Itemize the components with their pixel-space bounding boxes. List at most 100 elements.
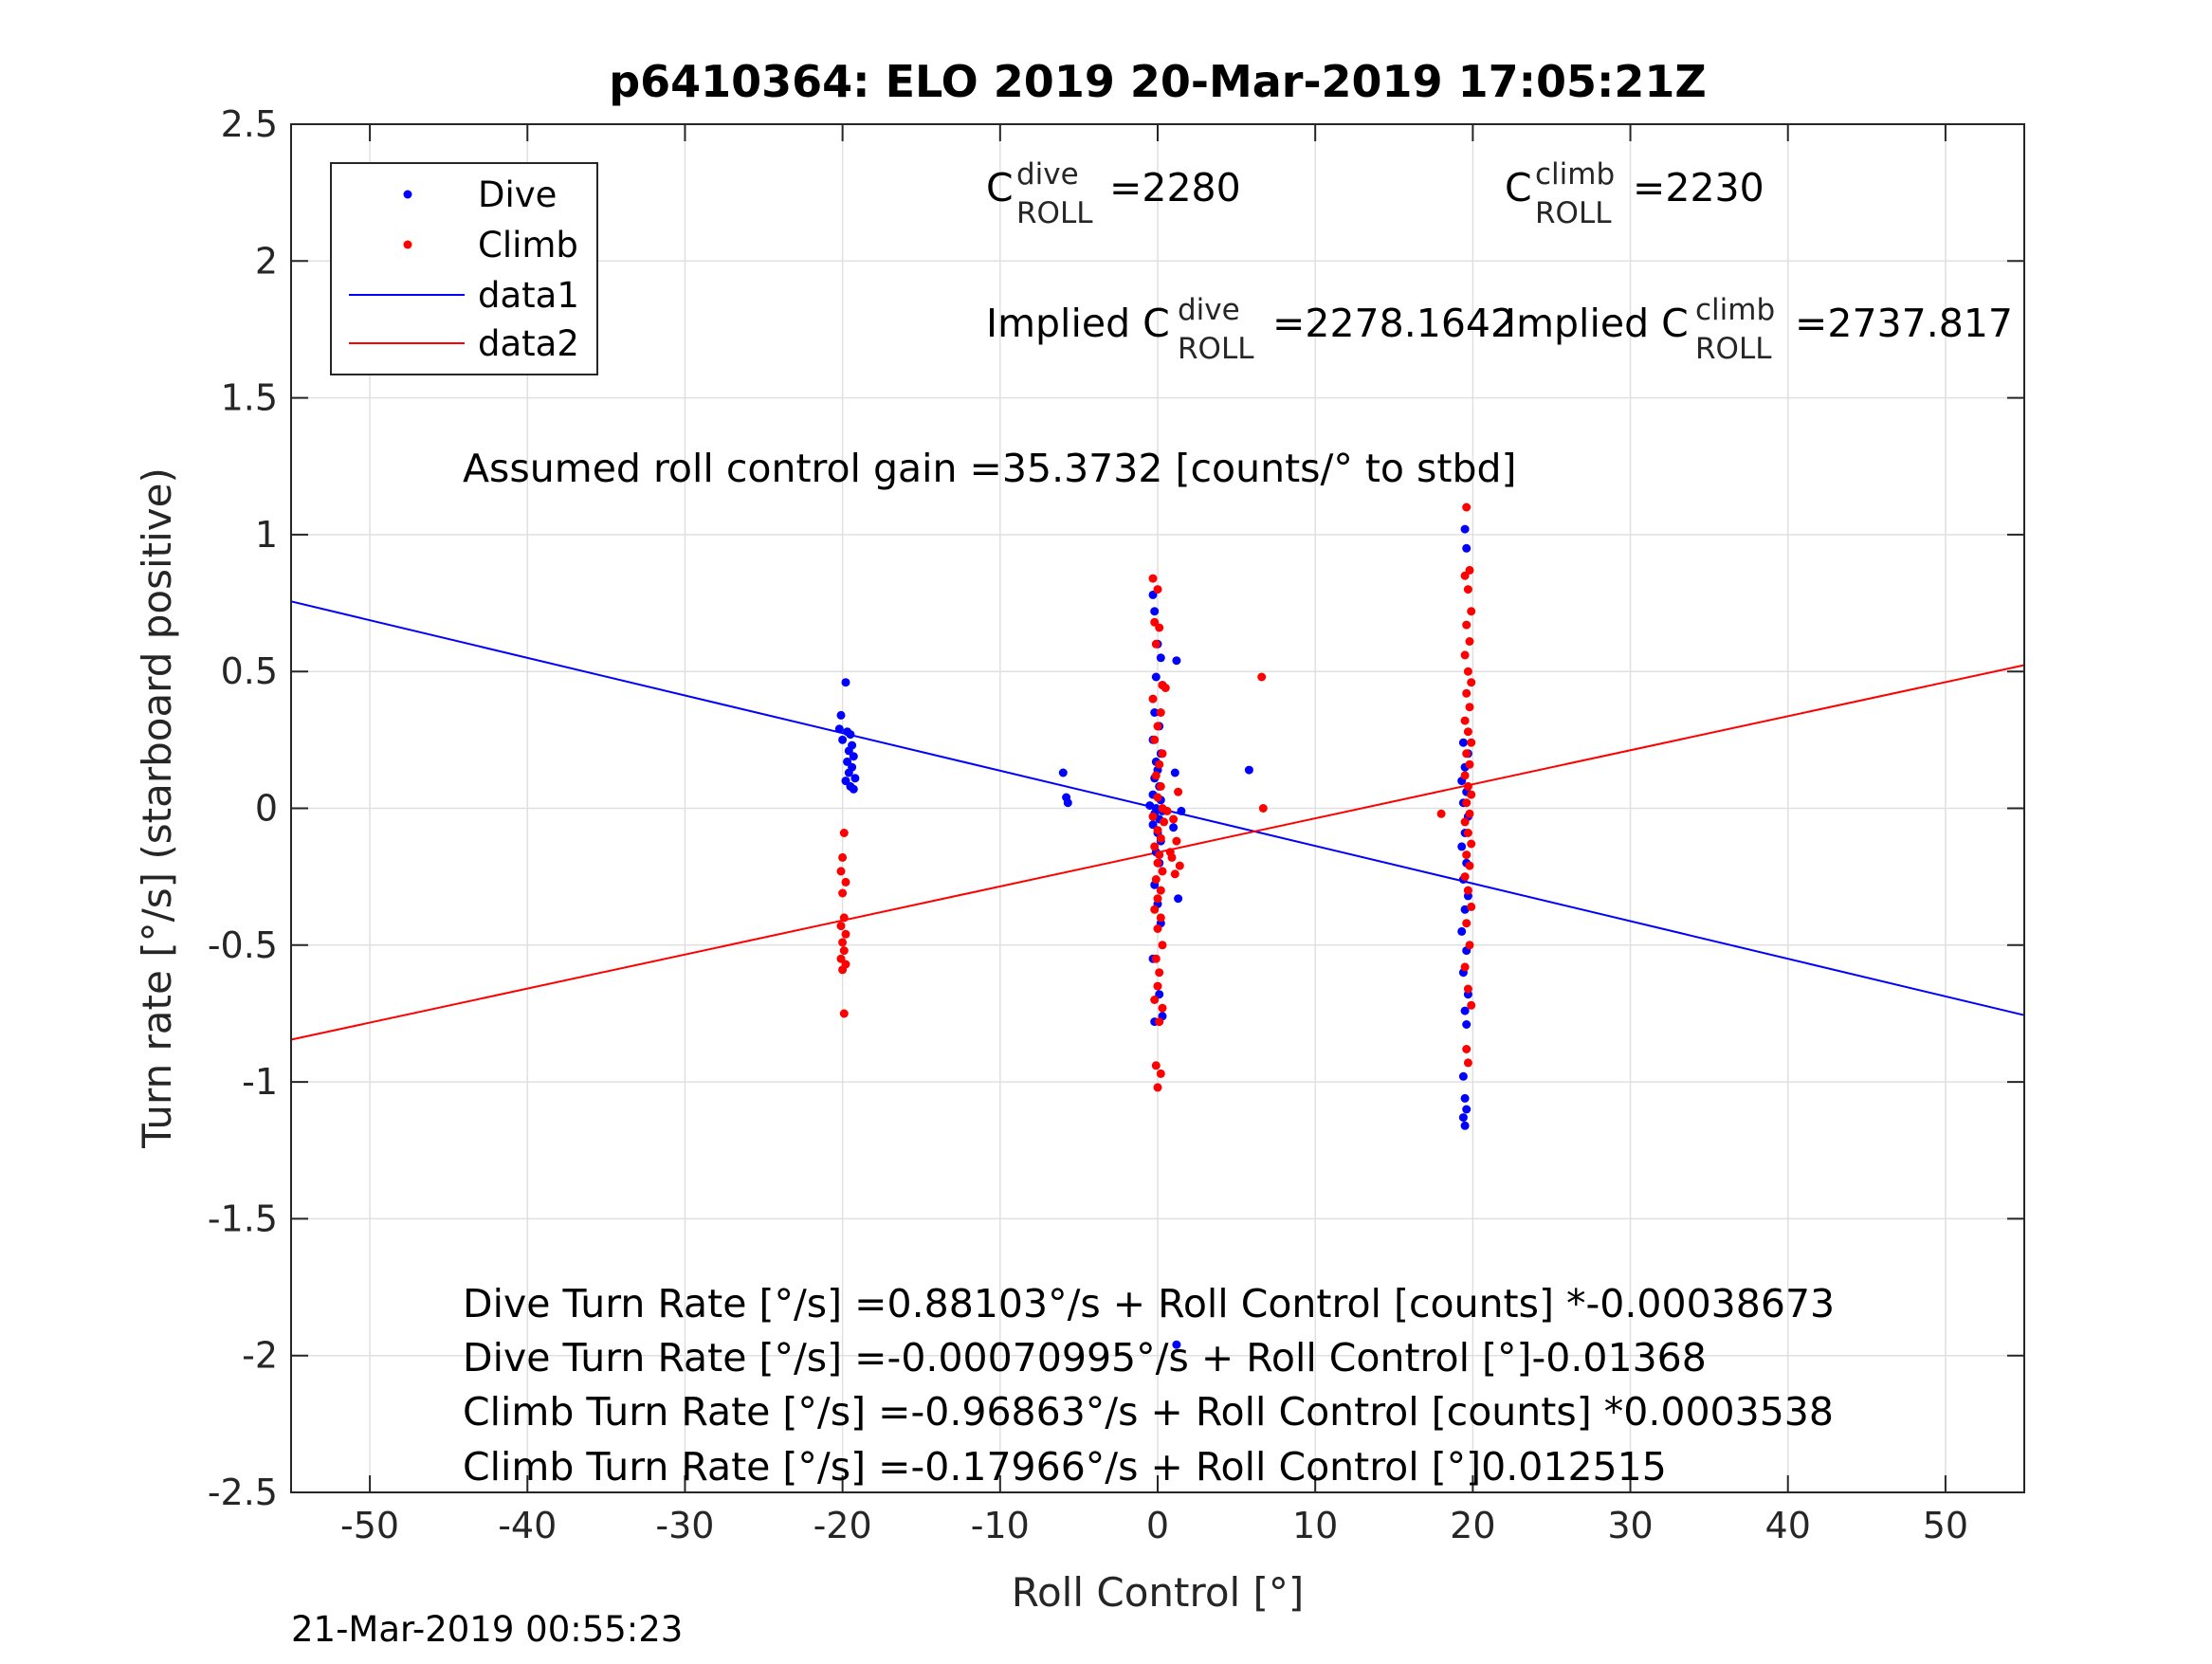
- dive-point: [841, 678, 850, 687]
- climb-point: [1463, 727, 1472, 737]
- climb-point: [838, 888, 848, 898]
- climb-point: [1463, 781, 1472, 791]
- x-tick-label: -20: [814, 1505, 872, 1546]
- implied-c-roll-climb-annotation: Implied C climb ROLL =2737.817: [1505, 293, 2013, 366]
- dive-point: [1460, 524, 1470, 534]
- climb-point: [1148, 574, 1158, 583]
- climb-point: [1151, 954, 1161, 963]
- dive-point: [1177, 806, 1186, 815]
- c-climb-symbol: C: [1505, 165, 1532, 210]
- climb-point: [1156, 913, 1165, 923]
- x-tick-labels: -50 -40 -30 -20 -10 0 10 20 30 40 50: [340, 1505, 1968, 1546]
- climb-point: [1467, 738, 1476, 747]
- climb-point: [1158, 1003, 1167, 1013]
- y-tick-label: 1: [255, 514, 278, 556]
- y-tick-label: -1: [242, 1061, 278, 1103]
- implied-dive-subscript: ROLL: [1178, 332, 1254, 366]
- dive-point: [1462, 1105, 1472, 1114]
- dive-point: [838, 735, 848, 744]
- climb-point: [1460, 962, 1470, 972]
- legend-dive-marker: [403, 190, 412, 199]
- climb-point: [1153, 858, 1162, 868]
- y-tick-labels: 2.5 2 1.5 1 0.5 0 -0.5 -1 -1.5 -2 -2.5: [208, 103, 278, 1513]
- c-climb-superscript: climb: [1535, 157, 1615, 192]
- climb-point: [1465, 637, 1474, 646]
- climb-point: [1160, 817, 1169, 827]
- climb-point: [1150, 842, 1160, 851]
- dive-point: [1063, 798, 1072, 808]
- climb-point: [1465, 759, 1474, 769]
- x-tick-label: 30: [1607, 1505, 1653, 1546]
- climb-point: [1155, 968, 1164, 978]
- climb-point: [1174, 787, 1183, 796]
- implied-dive-superscript: dive: [1178, 293, 1240, 327]
- climb-point: [1258, 804, 1268, 813]
- c-dive-subscript: ROLL: [1016, 196, 1093, 230]
- x-tick-label: -40: [498, 1505, 557, 1546]
- y-tick-label: -2: [242, 1335, 278, 1377]
- climb-point: [1155, 850, 1164, 860]
- dive-point: [850, 774, 860, 783]
- climb-point: [1150, 996, 1160, 1004]
- dive-point: [1462, 1020, 1472, 1029]
- x-tick-label: 0: [1146, 1505, 1169, 1546]
- dive-point: [846, 730, 855, 740]
- climb-point: [1467, 790, 1476, 799]
- climb-point: [1151, 639, 1161, 649]
- dive-point: [1151, 672, 1161, 682]
- x-tick-label: -30: [655, 1505, 714, 1546]
- climb-point: [1467, 902, 1476, 911]
- x-tick-label: 10: [1292, 1505, 1338, 1546]
- climb-point: [1462, 503, 1472, 512]
- climb-point: [1257, 672, 1267, 682]
- x-tick-label: 50: [1923, 1505, 1968, 1546]
- legend-data2-label: data2: [478, 323, 579, 364]
- implied-climb-symbol: Implied C: [1505, 301, 1689, 346]
- legend-dive-label: Dive: [478, 174, 557, 215]
- c-dive-value: =2280: [1109, 165, 1241, 210]
- x-tick-label: -50: [340, 1505, 399, 1546]
- dive-point: [1170, 768, 1179, 777]
- x-tick-label: 40: [1765, 1505, 1811, 1546]
- climb-degrees-equation: Climb Turn Rate [°/s] =-0.17966°/s + Rol…: [463, 1444, 1667, 1490]
- x-tick-label: 20: [1450, 1505, 1495, 1546]
- climb-point: [1158, 867, 1167, 876]
- climb-point: [1156, 708, 1165, 717]
- legend-climb-marker: [403, 240, 412, 249]
- dive-point: [1457, 842, 1467, 851]
- climb-point: [1436, 809, 1446, 818]
- climb-point: [1155, 1017, 1164, 1027]
- c-dive-symbol: C: [986, 165, 1014, 210]
- legend-climb-label: Climb: [478, 225, 578, 265]
- climb-point: [1463, 886, 1472, 895]
- climb-point: [1175, 861, 1184, 870]
- climb-point: [1463, 984, 1472, 994]
- climb-point: [1155, 623, 1164, 632]
- climb-point: [1153, 1083, 1162, 1092]
- dive-point: [844, 768, 853, 777]
- climb-point: [1463, 829, 1472, 837]
- c-climb-subscript: ROLL: [1535, 196, 1612, 230]
- climb-point: [1151, 771, 1161, 780]
- c-dive-superscript: dive: [1016, 157, 1079, 192]
- climb-point: [1462, 798, 1472, 808]
- climb-point: [1158, 941, 1167, 950]
- climb-point: [1465, 861, 1474, 870]
- climb-point: [1158, 749, 1167, 759]
- climb-point: [1460, 716, 1470, 725]
- implied-dive-symbol: Implied C: [986, 301, 1170, 346]
- figure-timestamp: 21-Mar-2019 00:55:23: [291, 1609, 683, 1650]
- roll-gain-annotation: Assumed roll control gain =35.3732 [coun…: [463, 446, 1517, 491]
- climb-point: [1460, 872, 1470, 882]
- climb-point: [836, 922, 846, 931]
- climb-point: [1462, 749, 1472, 759]
- dive-point: [1150, 708, 1160, 717]
- legend-box: [330, 162, 598, 375]
- dive-point: [1150, 607, 1160, 616]
- climb-point: [1465, 941, 1474, 950]
- climb-point: [1467, 607, 1476, 616]
- climb-point: [1151, 875, 1161, 884]
- tick-marks: [291, 123, 2024, 1493]
- climb-point: [836, 867, 846, 876]
